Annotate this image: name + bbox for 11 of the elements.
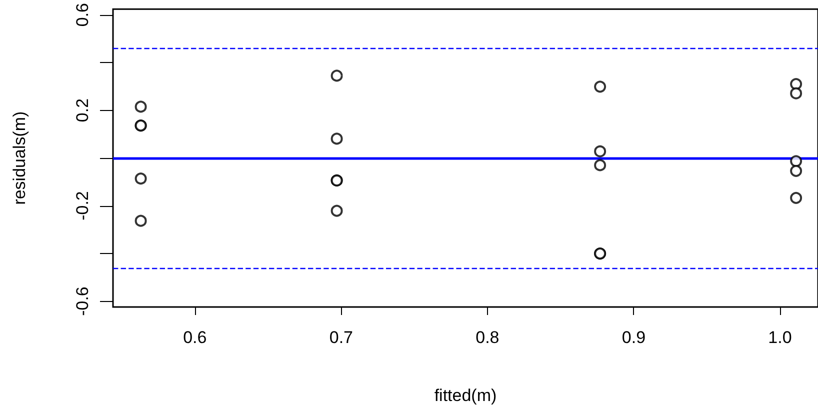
y-tick-label: 0.6 <box>73 2 92 27</box>
y-tick-label: 0.2 <box>73 98 92 122</box>
x-tick-label: 0.9 <box>622 328 646 347</box>
x-tick-label: 0.6 <box>183 328 207 347</box>
x-axis-title: fitted(m) <box>434 386 497 405</box>
x-tick-label: 0.7 <box>329 328 353 347</box>
y-axis-title: residuals(m) <box>10 111 29 205</box>
y-tick-label: -0.6 <box>73 286 92 316</box>
y-tick-label: -0.2 <box>73 191 92 220</box>
x-tick-label: 1.0 <box>768 328 792 347</box>
x-tick-label: 0.8 <box>476 328 500 347</box>
